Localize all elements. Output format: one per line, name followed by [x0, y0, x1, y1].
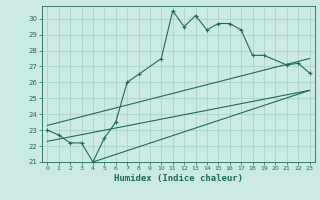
- X-axis label: Humidex (Indice chaleur): Humidex (Indice chaleur): [114, 174, 243, 183]
